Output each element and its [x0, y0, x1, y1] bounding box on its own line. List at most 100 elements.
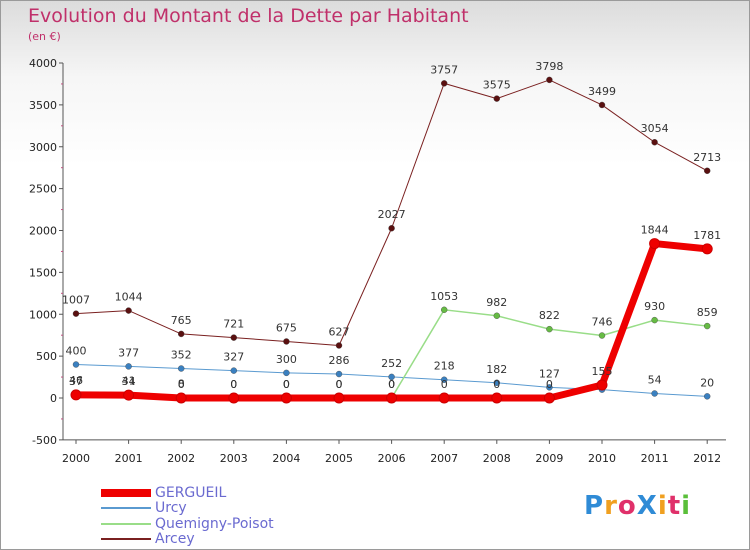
data-label: 0: [230, 378, 237, 391]
data-label: 627: [329, 325, 350, 338]
data-label: 3757: [430, 63, 458, 76]
data-label: 400: [66, 345, 87, 358]
data-label: 2713: [693, 151, 721, 164]
data-label: 3499: [588, 85, 616, 98]
y-tick-label: 1500: [29, 266, 57, 279]
data-point: [72, 310, 80, 317]
data-point: [493, 312, 500, 319]
data-label: 3798: [535, 60, 563, 73]
data-point: [175, 392, 187, 404]
data-label: 0: [388, 378, 395, 391]
data-label: 1007: [62, 294, 90, 307]
y-tick-label: 4000: [29, 57, 57, 70]
data-label: 327: [223, 351, 244, 364]
x-tick-label: 2009: [535, 452, 563, 465]
data-point: [230, 367, 238, 374]
data-label: 286: [329, 354, 350, 367]
data-point: [493, 95, 500, 102]
data-point: [70, 389, 82, 401]
data-point: [283, 338, 290, 345]
legend-item: Arcey: [101, 532, 274, 548]
legend-label: Arcey: [155, 531, 195, 548]
data-point: [543, 392, 555, 404]
data-point: [386, 392, 398, 404]
data-label: 0: [283, 378, 290, 391]
data-label: 0: [336, 378, 343, 391]
logo-letter: P: [584, 491, 605, 521]
data-point: [228, 392, 240, 404]
data-point: [438, 392, 450, 404]
data-point: [546, 76, 553, 84]
data-label: 859: [697, 306, 718, 319]
data-label: 721: [223, 318, 244, 331]
y-tick-label: 2500: [29, 183, 57, 196]
logo-letter: t: [667, 491, 682, 521]
data-label: 0: [230, 378, 237, 391]
data-point: [72, 361, 80, 368]
data-label: 1781: [693, 229, 721, 242]
proxiti-logo: ProXiti: [584, 491, 691, 521]
data-label: 352: [171, 349, 192, 362]
legend-label: Quemigny-Poisot: [155, 515, 274, 532]
data-point: [651, 139, 658, 146]
data-point: [651, 390, 658, 397]
data-point: [546, 325, 553, 333]
x-tick-label: 2012: [693, 452, 721, 465]
data-point: [177, 330, 185, 338]
x-tick-label: 2008: [483, 452, 511, 465]
data-label: 822: [539, 309, 560, 322]
x-tick-label: 2000: [62, 452, 90, 465]
y-tick-label: 500: [36, 350, 57, 363]
data-label: 3575: [483, 79, 511, 92]
data-label: 0: [283, 378, 290, 391]
logo-letter: o: [617, 491, 637, 521]
x-tick-label: 2006: [378, 452, 406, 465]
x-tick-label: 2002: [167, 452, 195, 465]
data-point: [335, 370, 343, 378]
x-tick-label: 2004: [272, 452, 300, 465]
data-label: 1844: [641, 224, 669, 237]
chart-subtitle: (en €): [28, 30, 61, 43]
data-point: [596, 379, 608, 391]
y-tick-label: 0: [50, 392, 57, 405]
x-tick-label: 2010: [588, 452, 616, 465]
data-point: [704, 167, 711, 174]
data-point: [388, 373, 395, 381]
legend-item: GERGUEIL: [101, 485, 274, 501]
y-tick-label: 3500: [29, 99, 57, 112]
data-point: [491, 392, 503, 404]
data-label: 765: [171, 314, 192, 327]
data-label: 252: [381, 357, 402, 370]
data-label: 37: [69, 375, 83, 388]
y-tick-label: 3000: [29, 141, 57, 154]
x-tick-label: 2003: [220, 452, 248, 465]
data-point: [704, 393, 711, 400]
legend-swatch: [101, 507, 151, 510]
chart-legend: GERGUEIL Urcy Quemigny-Poisot Arcey: [101, 485, 274, 547]
data-label: 41: [122, 375, 136, 388]
data-label: 1044: [115, 291, 143, 304]
y-tick-label: 1000: [29, 308, 57, 321]
logo-letter: X: [636, 491, 658, 521]
legend-item: Urcy: [101, 501, 274, 517]
data-label: 54: [648, 373, 662, 386]
data-label: 0: [178, 378, 185, 391]
data-label: 20: [700, 376, 714, 389]
data-point: [333, 392, 345, 404]
logo-letter: i: [657, 491, 668, 521]
legend-swatch: [101, 522, 151, 525]
data-label: 0: [388, 378, 395, 391]
legend-label: Urcy: [155, 500, 187, 517]
data-point: [177, 365, 185, 372]
x-tick-label: 2011: [641, 452, 669, 465]
data-label: 182: [486, 363, 507, 376]
data-label: 3054: [641, 122, 669, 135]
data-point: [283, 369, 290, 377]
legend-label: GERGUEIL: [155, 484, 227, 501]
y-tick-label: 2000: [29, 225, 57, 238]
logo-letter: i: [681, 491, 692, 521]
data-label: 0: [546, 378, 553, 391]
data-point: [493, 379, 500, 386]
data-point: [230, 334, 238, 341]
